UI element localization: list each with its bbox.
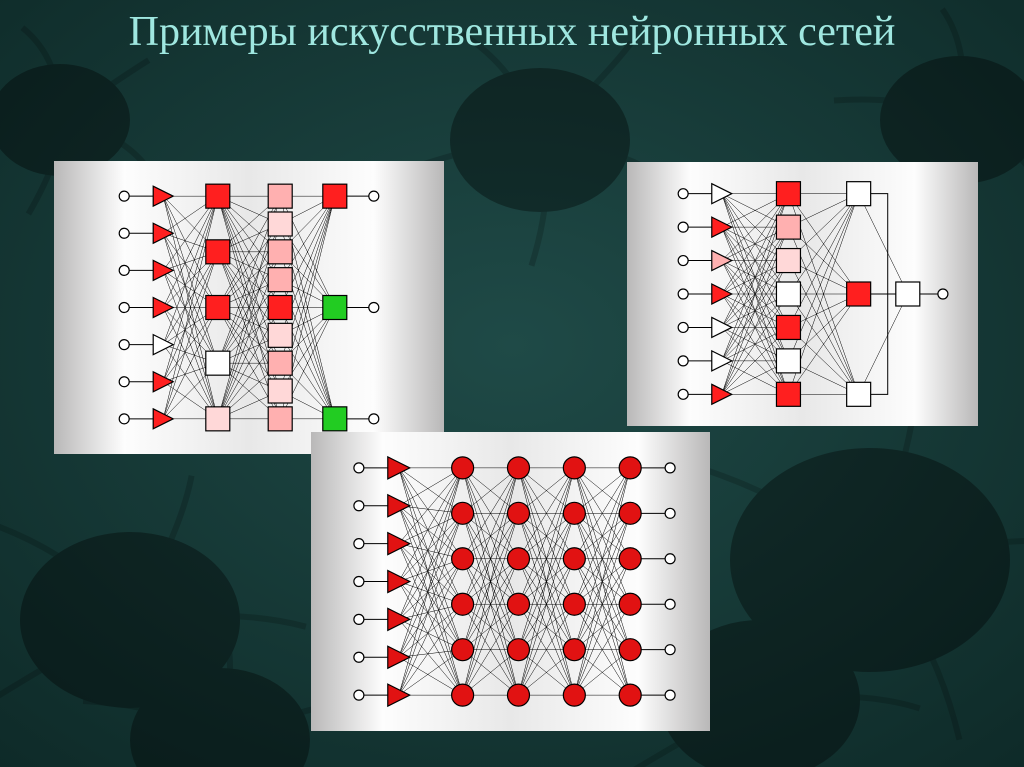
node-square <box>206 407 230 431</box>
node-circle <box>665 599 675 609</box>
node-circle <box>665 508 675 518</box>
node-circle_big <box>563 684 585 706</box>
node-circle <box>678 256 688 266</box>
node-circle_big <box>619 593 641 615</box>
node-circle <box>119 303 129 313</box>
network-diagram <box>54 161 444 454</box>
node-circle <box>938 289 948 299</box>
node-square <box>776 182 800 206</box>
node-circle <box>369 414 379 424</box>
node-circle <box>369 191 379 201</box>
node-circle_big <box>563 548 585 570</box>
node-square <box>776 349 800 373</box>
node-square <box>847 382 871 406</box>
node-circle <box>665 463 675 473</box>
slide-title: Примеры искусственных нейронных сетей <box>0 8 1024 56</box>
node-square <box>323 407 347 431</box>
node-circle <box>369 303 379 313</box>
node-square <box>268 268 292 292</box>
node-square <box>847 282 871 306</box>
network-panel-net3 <box>311 432 710 731</box>
node-circle_big <box>452 593 474 615</box>
node-circle <box>119 340 129 350</box>
node-circle <box>354 539 364 549</box>
network-diagram <box>627 162 978 426</box>
node-circle_big <box>619 502 641 524</box>
node-circle_big <box>452 457 474 479</box>
node-circle <box>665 690 675 700</box>
node-square <box>268 296 292 320</box>
node-square <box>268 212 292 236</box>
node-circle_big <box>619 548 641 570</box>
node-circle_big <box>507 639 529 661</box>
node-square <box>776 315 800 339</box>
node-circle_big <box>563 457 585 479</box>
node-square <box>206 351 230 375</box>
node-circle_big <box>563 502 585 524</box>
node-square <box>847 182 871 206</box>
node-circle_big <box>452 684 474 706</box>
node-circle <box>354 501 364 511</box>
node-circle_big <box>619 684 641 706</box>
node-circle_big <box>507 593 529 615</box>
node-circle <box>354 690 364 700</box>
node-circle_big <box>507 548 529 570</box>
node-circle_big <box>452 639 474 661</box>
node-square <box>206 184 230 208</box>
node-square <box>268 351 292 375</box>
node-circle <box>119 265 129 275</box>
node-square <box>206 240 230 264</box>
node-square <box>268 240 292 264</box>
node-circle <box>354 652 364 662</box>
node-circle <box>678 322 688 332</box>
node-circle <box>678 222 688 232</box>
node-square <box>268 407 292 431</box>
node-circle_big <box>452 502 474 524</box>
node-circle <box>665 645 675 655</box>
node-square <box>776 215 800 239</box>
node-square <box>268 323 292 347</box>
node-circle_big <box>563 639 585 661</box>
node-circle_big <box>507 502 529 524</box>
node-circle <box>665 554 675 564</box>
node-circle <box>119 191 129 201</box>
node-square <box>776 382 800 406</box>
network-panel-net2 <box>627 162 978 426</box>
node-circle <box>678 189 688 199</box>
node-circle <box>354 577 364 587</box>
node-circle_big <box>563 593 585 615</box>
node-circle_big <box>452 548 474 570</box>
node-circle <box>119 228 129 238</box>
node-square <box>323 296 347 320</box>
node-circle <box>678 356 688 366</box>
node-square <box>776 282 800 306</box>
node-circle_big <box>619 639 641 661</box>
node-circle_big <box>507 684 529 706</box>
node-square <box>268 379 292 403</box>
node-square <box>323 184 347 208</box>
node-square <box>896 282 920 306</box>
network-diagram <box>311 432 710 731</box>
node-circle <box>119 377 129 387</box>
node-circle_big <box>619 457 641 479</box>
node-circle <box>354 463 364 473</box>
node-circle <box>678 289 688 299</box>
node-circle <box>354 614 364 624</box>
node-circle <box>678 389 688 399</box>
node-square <box>776 249 800 273</box>
slide: Примеры искусственных нейронных сетей <box>0 0 1024 767</box>
node-circle <box>119 414 129 424</box>
network-panel-net1 <box>54 161 444 454</box>
node-square <box>268 184 292 208</box>
node-square <box>206 296 230 320</box>
content: Примеры искусственных нейронных сетей <box>0 0 1024 767</box>
node-circle_big <box>507 457 529 479</box>
